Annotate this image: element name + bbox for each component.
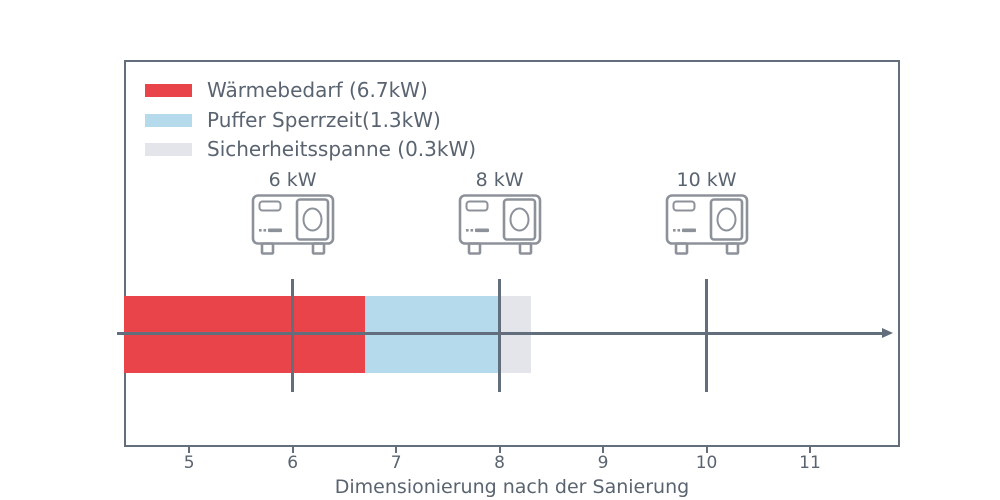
marker-label-6kw: 6 kW [268,169,317,191]
x-tick-6 [291,447,294,453]
x-tick-label-8: 8 [494,453,505,473]
x-tick-8 [498,447,501,453]
legend-label: Sicherheitsspanne (0.3kW) [207,137,477,161]
x-tick-7 [395,447,398,453]
x-tick-5 [188,447,191,453]
heat-pump-icon-wrap [663,192,751,258]
heat-pump-icon [665,194,748,255]
x-tick-11 [808,447,811,453]
heat-pump-icon [458,194,541,255]
marker-label-10kw: 10 kW [676,169,737,191]
legend-swatch [145,113,192,127]
legend-label: Wärmebedarf (6.7kW) [207,78,428,102]
x-axis-label: Dimensionierung nach der Sanierung [334,476,690,498]
legend-item: Sicherheitsspanne (0.3kW) [145,138,476,161]
legend-item: Wärmebedarf (6.7kW) [145,79,428,102]
x-tick-label-5: 5 [183,453,195,473]
x-tick-9 [602,447,605,453]
marker-line-10kw [705,279,709,392]
heat-pump-icon-wrap [456,192,544,258]
x-tick-label-11: 11 [799,453,821,473]
heat-pump-icon [251,194,334,255]
marker-line-6kw [291,279,295,392]
plot-border [124,60,900,447]
marker-line-8kw [498,279,502,392]
legend-swatch [145,84,192,97]
marker-label-8kw: 8 kW [475,169,524,191]
x-axis-arrow-line [117,332,883,335]
legend-item: Puffer Sperrzeit(1.3kW) [145,107,441,132]
heat-pump-icon-wrap [249,192,337,258]
x-tick-label-10: 10 [695,453,718,473]
x-axis-arrow-head [882,328,893,338]
x-tick-label-9: 9 [597,453,609,473]
x-tick-label-6: 6 [287,453,299,473]
legend-swatch [145,143,192,156]
x-tick-label-7: 7 [390,453,402,473]
legend-label: Puffer Sperrzeit(1.3kW) [207,107,441,132]
x-tick-10 [705,447,708,453]
